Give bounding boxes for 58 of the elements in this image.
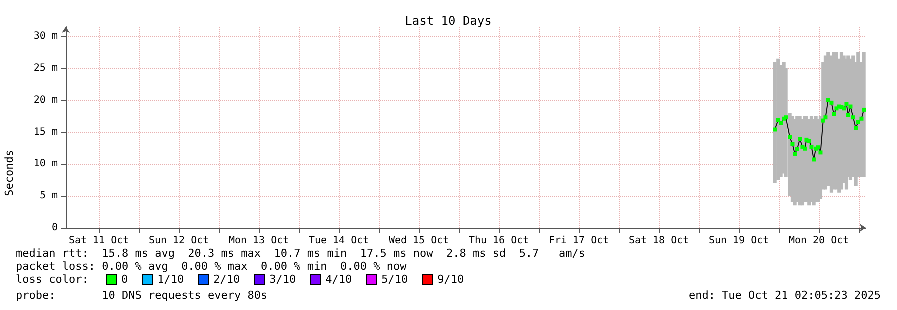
point [856, 120, 860, 124]
point [788, 135, 792, 140]
point [842, 106, 846, 111]
x-tick-label: Sun 12 Oct [148, 236, 210, 246]
x-tick-label: Sat 11 Oct [68, 236, 130, 246]
text: probe: 10 DNS requests every 80s [16, 289, 268, 302]
point [851, 116, 856, 120]
point [798, 137, 802, 142]
x-tick-label: Mon 13 Oct [228, 236, 290, 246]
legend-label: 1/10 [158, 273, 184, 286]
x-tick-label: Fri 17 Oct [548, 236, 610, 246]
y-tick-label: 30 m [34, 31, 58, 42]
point [810, 144, 814, 149]
point [807, 139, 812, 144]
legend-label: 2/10 [214, 273, 240, 286]
point [848, 104, 853, 109]
point [818, 150, 823, 155]
x-tick-label: Sun 19 Oct [708, 236, 770, 246]
x-tick-label: Mon 20 Oct [788, 236, 850, 246]
point [793, 152, 798, 156]
legend-label: 5/10 [382, 273, 408, 286]
point [790, 142, 795, 146]
point [854, 126, 858, 130]
point [846, 113, 850, 118]
point [773, 128, 778, 132]
text: packet loss: 0.00 % avg 0.00 % max 0.00 % min 0.00 % now [16, 260, 408, 273]
y-tick-label: 0 [52, 222, 58, 234]
point [779, 121, 784, 126]
point [821, 118, 826, 123]
y-tick-label: 10 m [34, 158, 58, 170]
point [826, 98, 830, 102]
text: end: Tue Oct 21 02:05:23 2025 [688, 289, 882, 302]
point [844, 102, 849, 106]
y-tick-label: 25 m [34, 62, 58, 74]
point [832, 112, 836, 116]
y-axis-title: Seconds [3, 150, 16, 196]
point [812, 158, 816, 162]
legend-label: 0 [122, 273, 128, 286]
text: median rtt: 15.8 ms avg 20.3 ms max 10.7 ms min 17.5 ms now 2.8 ms sd 5.7 am/s [16, 247, 586, 260]
legend-label: 3/10 [270, 273, 296, 286]
legend-title: loss color: [16, 273, 89, 286]
x-tick-label: Sat 18 Oct [628, 236, 690, 246]
point [803, 146, 808, 151]
x-tick-label: Thu 16 Oct [468, 236, 530, 246]
x-tick-label: Tue 14 Oct [308, 236, 370, 246]
point [830, 100, 834, 105]
y-tick-label: 5 m [40, 190, 58, 202]
legend-label: 9/10 [438, 273, 464, 286]
point [860, 116, 864, 121]
y-tick-label: 15 m [34, 126, 58, 138]
x-tick-label: Wed 15 Oct [388, 236, 450, 246]
chart-title: Last 10 Days [405, 14, 492, 28]
point [795, 148, 800, 152]
y-tick-label: 20 m [34, 94, 58, 106]
legend-label: 4/10 [326, 273, 352, 286]
point [824, 116, 828, 120]
point [862, 108, 866, 112]
point [776, 118, 780, 122]
